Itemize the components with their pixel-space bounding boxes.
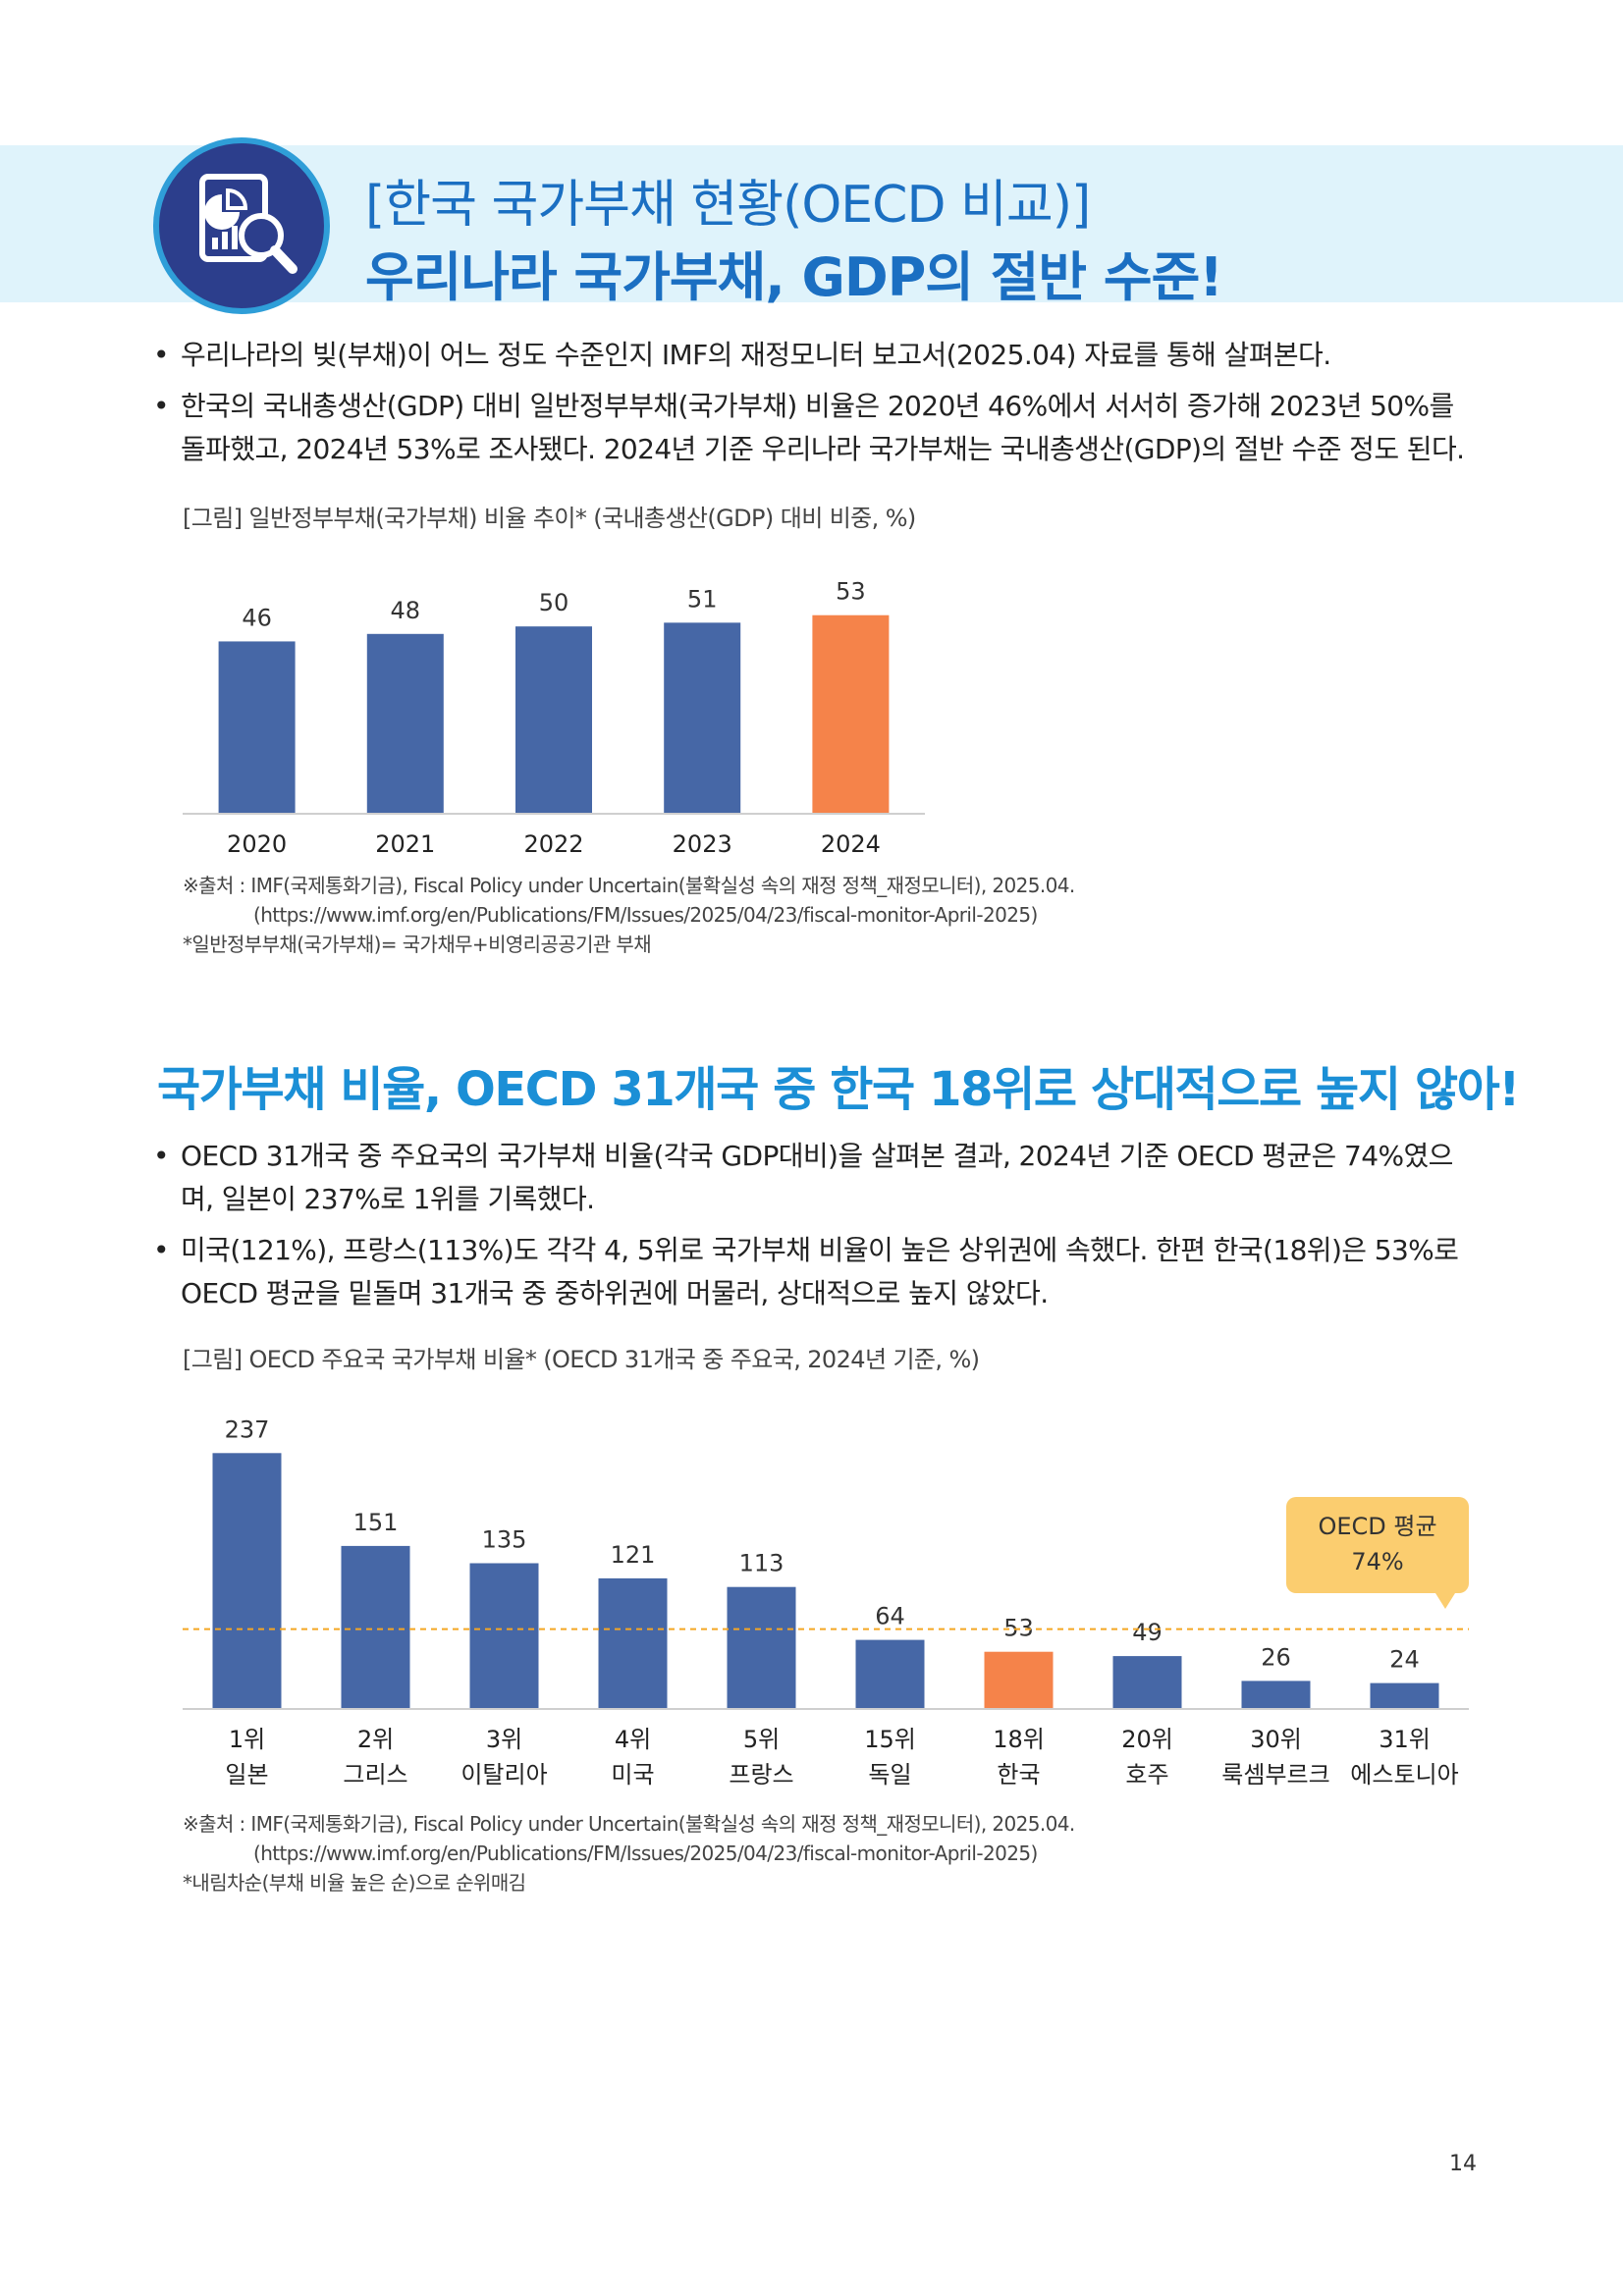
source-url: (https://www.imf.org/en/Publications/FM/… — [253, 903, 1038, 927]
page-title-line2: 우리나라 국가부채, GDP의 절반 수준! — [365, 246, 1223, 308]
section2-heading: 국가부채 비율, OECD 31개국 중 한국 18위로 상대적으로 높지 않아… — [157, 1062, 1520, 1117]
section2-bullets: OECD 31개국 중 주요국의 국가부채 비율(각국 GDP대비)을 살펴본 … — [153, 1135, 1483, 1323]
chart1-data-label: 53 — [836, 578, 866, 606]
section2-bullet: 미국(121%), 프랑스(113%)도 각각 4, 5위로 국가부채 비율이 … — [153, 1229, 1483, 1315]
title-emblem — [153, 137, 330, 314]
chart2-callout-pointer — [1435, 1593, 1455, 1609]
source-note: *내림차순(부채 비율 높은 순)으로 순위매김 — [183, 1871, 526, 1895]
chart2-bar — [984, 1651, 1054, 1709]
chart2-country-label: 그리스 — [343, 1761, 407, 1789]
section2-bullet: OECD 31개국 중 주요국의 국가부채 비율(각국 GDP대비)을 살펴본 … — [153, 1135, 1483, 1221]
chart1-bar — [664, 622, 741, 814]
chart2-data-label: 151 — [353, 1509, 399, 1536]
chart2-rank-label: 2위 — [357, 1726, 394, 1753]
chart2-data-label: 49 — [1132, 1619, 1163, 1646]
chart1-data-label: 48 — [391, 597, 421, 624]
chart1-data-label: 51 — [687, 585, 718, 613]
chart2-bar — [341, 1545, 410, 1709]
chart2-bar — [598, 1577, 668, 1709]
chart2-data-label: 237 — [225, 1415, 270, 1443]
chart2-callout-label: OECD 평균 — [1318, 1513, 1436, 1540]
chart1-x-label: 2021 — [375, 830, 435, 858]
chart2-rank-label: 5위 — [743, 1726, 780, 1753]
chart2-source: ※출처 : IMF(국제통화기금), Fiscal Policy under U… — [183, 1809, 1075, 1897]
chart2-bar — [727, 1586, 796, 1709]
chart2-country-label: 프랑스 — [729, 1761, 793, 1789]
chart2-rank-label: 1위 — [229, 1726, 265, 1753]
chart2-bar — [1370, 1682, 1439, 1709]
source-url: (https://www.imf.org/en/Publications/FM/… — [253, 1842, 1038, 1865]
chart2-data-label: 24 — [1389, 1646, 1420, 1674]
source-note: *일반정부부채(국가부채)= 국가채무+비영리공공기관 부채 — [183, 933, 652, 956]
chart2-country-label: 일본 — [225, 1761, 268, 1789]
chart1-data-label: 46 — [242, 604, 272, 631]
chart2-bar — [469, 1563, 539, 1709]
chart2-country-label: 미국 — [611, 1761, 654, 1789]
chart1-x-label: 2022 — [523, 830, 583, 858]
section1-bullet: 우리나라의 빚(부채)이 어느 정도 수준인지 IMF의 재정모니터 보고서(2… — [153, 334, 1483, 377]
chart1-bar — [515, 626, 592, 814]
chart2-country-label: 에스토니아 — [1350, 1761, 1458, 1789]
chart2-data-label: 135 — [482, 1526, 527, 1554]
chart2-bar — [855, 1639, 925, 1709]
chart2-bar — [1241, 1681, 1311, 1709]
chart2-callout-value: 74% — [1351, 1548, 1403, 1575]
chart1-x-label: 2023 — [673, 830, 732, 858]
chart2-rank-label: 20위 — [1121, 1726, 1173, 1753]
chart2-bar — [212, 1453, 282, 1709]
chart2-rank-label: 31위 — [1379, 1726, 1431, 1753]
chart1-debt-trend: 46 2020 48 2021 50 2022 51 2023 53 2024 — [183, 578, 925, 858]
chart2-country-label: 이탈리아 — [460, 1761, 547, 1789]
chart2-rank-label: 3위 — [486, 1726, 522, 1753]
chart1-bar — [218, 641, 296, 814]
chart2-data-label: 26 — [1261, 1643, 1291, 1671]
chart2-rank-label: 15위 — [864, 1726, 916, 1753]
chart2-bar — [1112, 1656, 1182, 1709]
chart1-caption: [그림] 일반정부부채(국가부채) 비율 추이* (국내총생산(GDP) 대비 … — [183, 505, 916, 532]
page-title-line1: [한국 국가부채 현황(OECD 비교)] — [365, 176, 1091, 235]
source-line: ※출처 : IMF(국제통화기금), Fiscal Policy under U… — [183, 874, 1075, 897]
chart2-average-callout — [1286, 1497, 1469, 1593]
section1-bullet: 한국의 국내총생산(GDP) 대비 일반정부부채(국가부채) 비율은 2020년… — [153, 385, 1483, 471]
chart2-country-label: 독일 — [868, 1761, 911, 1789]
chart2-caption: [그림] OECD 주요국 국가부채 비율* (OECD 31개국 중 주요국,… — [183, 1346, 980, 1373]
chart1-x-label: 2020 — [227, 830, 287, 858]
section1-bullets: 우리나라의 빚(부채)이 어느 정도 수준인지 IMF의 재정모니터 보고서(2… — [153, 334, 1483, 479]
chart1-bar — [812, 614, 890, 814]
chart1-x-label: 2024 — [821, 830, 881, 858]
chart2-country-label: 호주 — [1125, 1761, 1168, 1789]
chart1-source: ※출처 : IMF(국제통화기금), Fiscal Policy under U… — [183, 871, 1075, 959]
chart1-data-label: 50 — [539, 589, 569, 616]
chart2-rank-label: 30위 — [1250, 1726, 1302, 1753]
chart2-rank-label: 4위 — [615, 1726, 651, 1753]
chart2-data-label: 64 — [875, 1603, 905, 1630]
report-magnifier-icon — [199, 174, 298, 274]
chart2-data-label: 121 — [611, 1541, 656, 1569]
chart1-bar — [366, 633, 444, 814]
chart2-country-label: 룩셈부르크 — [1221, 1761, 1329, 1789]
source-line: ※출처 : IMF(국제통화기금), Fiscal Policy under U… — [183, 1812, 1075, 1836]
chart2-data-label: 113 — [739, 1550, 784, 1577]
chart2-rank-label: 18위 — [993, 1726, 1045, 1753]
page-number: 14 — [1449, 2152, 1477, 2176]
chart2-country-label: 한국 — [997, 1761, 1040, 1789]
